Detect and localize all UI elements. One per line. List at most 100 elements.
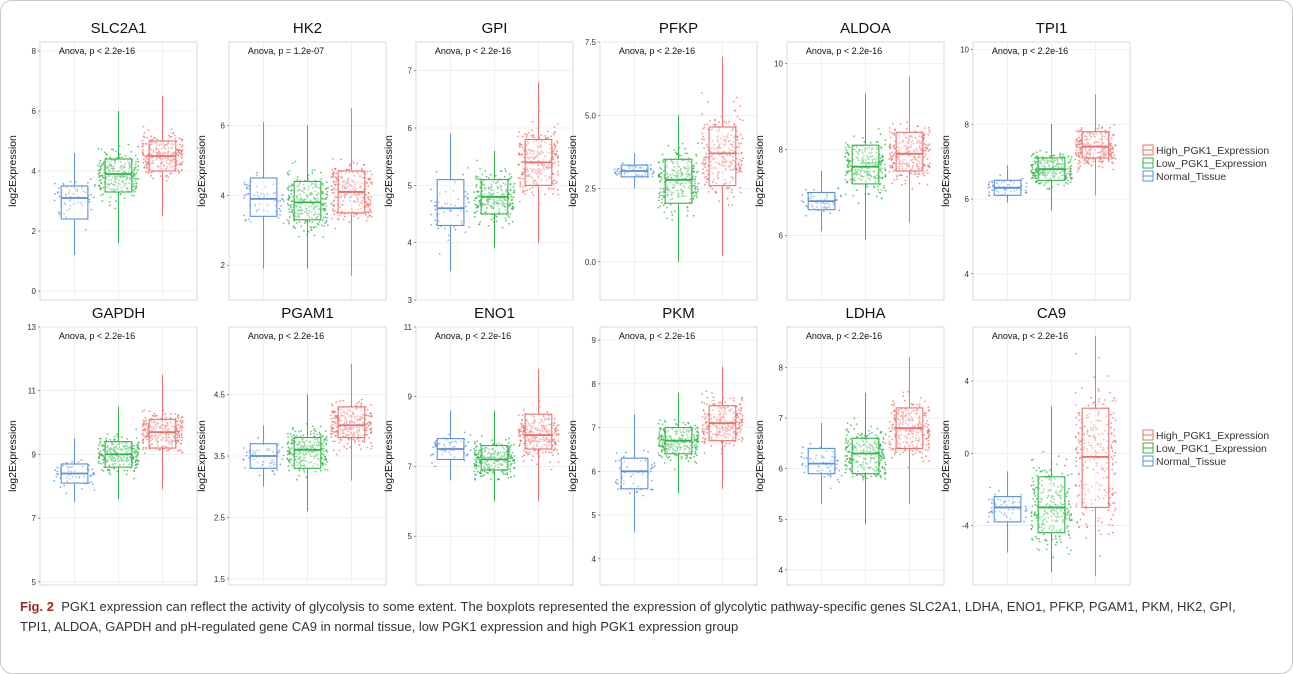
data-point [686,152,689,155]
data-point [339,438,342,441]
data-point [1110,137,1113,140]
data-point [296,185,298,188]
data-point [450,203,453,206]
data-point [57,187,60,189]
data-point [890,151,893,154]
data-point [162,153,165,156]
data-point [110,182,113,185]
data-point [528,131,530,134]
data-point [288,450,291,453]
data-point [366,202,369,205]
data-point [173,158,176,161]
data-point [703,123,706,126]
data-point [505,170,507,173]
data-point [278,207,281,210]
data-point [705,181,708,184]
y-tick-label: 8 [32,47,37,56]
data-point [298,209,300,211]
data-point [292,225,295,228]
data-point [517,135,520,138]
data-point [519,146,521,149]
data-point [369,211,372,214]
data-point [358,204,361,206]
data-point [485,175,488,178]
data-point [97,173,100,175]
data-point [877,188,880,191]
data-point [1025,182,1028,184]
data-point [478,223,481,226]
data-point [123,171,126,173]
data-point [296,178,299,181]
anova-annotation: Anova, p < 2.2e-16 [435,46,511,56]
data-point [838,209,841,212]
data-point [893,179,896,181]
data-point [330,403,333,406]
data-point [483,184,486,187]
data-point [348,199,351,202]
box-iqr [664,158,693,204]
data-point [314,210,317,213]
data-point [330,176,333,179]
y-tick-label: 11 [28,387,37,396]
data-point [279,214,281,216]
data-point [519,181,522,183]
data-point [125,178,128,181]
data-point [1069,168,1072,171]
data-point [706,178,708,180]
data-point [56,473,58,475]
data-point [552,193,554,195]
data-point [302,468,305,471]
data-point [107,184,110,187]
data-point [272,183,275,186]
data-point [889,130,891,133]
data-point [661,198,663,201]
panel-title: GAPDH [92,305,145,322]
data-point [701,113,704,116]
data-point [355,187,357,190]
data-point [258,208,260,211]
box-low-pgk1-expression [473,150,516,249]
data-point [924,127,926,129]
data-point [348,168,350,171]
data-point [711,187,714,190]
data-point [487,225,490,227]
data-point [173,134,176,137]
data-point [335,423,337,425]
data-point [493,203,496,206]
data-point [154,141,157,144]
data-point [557,155,559,158]
data-point [890,157,893,160]
data-point [911,188,914,191]
data-point [1114,144,1117,146]
data-point [349,184,352,186]
data-point [884,163,886,166]
data-point [299,193,301,196]
data-point [290,439,293,441]
data-point [1109,142,1112,145]
data-point [81,204,83,207]
data-point [469,449,472,452]
data-point [448,209,451,212]
data-point [523,190,526,193]
box-normal-tissue [53,153,96,255]
data-point [555,150,558,153]
data-point [64,203,67,206]
data-point [165,416,167,419]
data-point [171,166,174,168]
data-point [687,209,689,212]
data-point [363,440,366,443]
data-point [1069,176,1072,179]
data-point [463,431,466,434]
data-point [1053,154,1055,157]
data-point [1113,154,1116,157]
data-point [614,172,617,175]
data-point [434,465,437,468]
data-point [277,200,279,203]
data-point [132,174,135,177]
data-point [500,184,502,187]
data-point [1111,146,1114,149]
data-point [144,428,147,431]
data-point [119,160,122,163]
data-point [1078,159,1080,162]
data-point [529,188,532,190]
